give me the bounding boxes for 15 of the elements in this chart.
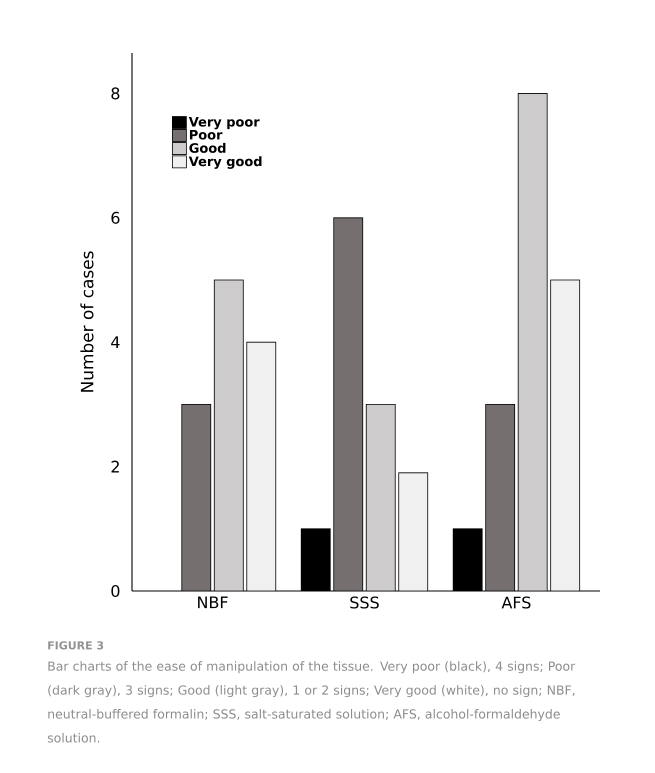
- x-tick-label: SSS: [350, 596, 379, 609]
- y-tick-label: 0: [111, 584, 120, 598]
- legend-label: Good: [189, 142, 226, 153]
- y-tick-label: 4: [111, 336, 120, 348]
- legend-label: Very good: [188, 156, 262, 169]
- caption: FIGURE 3: [48, 641, 104, 650]
- y-axis-title: Number of cases: [80, 251, 94, 392]
- text: Bar charts of the ease of manipulation of the tissue. Very poor (black), 4 signs; Poor (dark gray), 3 signs; Good (light gray), 1 or 2 signs; Very good (white), no sign; NBF, neutral-buffered formalin; SSS, salt-saturated solution; AFS, alcohol-formaldehyde solution.: [48, 661, 576, 743]
- legend-label: Very poor: [188, 117, 260, 130]
- y-tick-label: 8: [111, 87, 120, 100]
- x-tick-label: AFS: [502, 596, 531, 609]
- legend-label: Poor: [190, 130, 222, 140]
- y-tick-label: 2: [112, 460, 119, 473]
- y-tick-label: 6: [111, 212, 120, 224]
- x-tick-label: NBF: [198, 596, 228, 608]
